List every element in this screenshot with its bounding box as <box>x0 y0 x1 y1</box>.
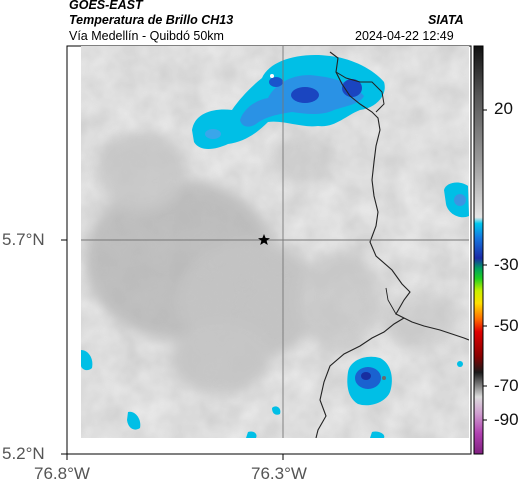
institution-label: SIATA <box>428 13 464 27</box>
lat-tick-label: 5.7°N <box>2 230 45 249</box>
lon-tick-label: 76.3°W <box>251 464 307 483</box>
colorbar <box>474 46 483 454</box>
border-line <box>329 51 469 341</box>
satellite-source: GOES-EAST <box>69 0 143 12</box>
cold-cloud-north <box>192 54 385 149</box>
cold-cloud-southeast <box>347 356 392 406</box>
colorbar-tick-label: -50 <box>494 316 519 335</box>
lon-tick-label: 76.8°W <box>34 464 90 483</box>
lat-tick-label: 5.2°N <box>2 444 45 463</box>
star-location-marker <box>258 234 270 245</box>
satellite-image <box>81 46 469 438</box>
colorbar-tick-label: -30 <box>494 255 519 274</box>
product-title: Temperatura de Brillo CH13 <box>69 13 234 27</box>
colorbar-tick-label: -90 <box>494 410 519 429</box>
timestamp: 2024-04-22 12:49 <box>355 29 454 43</box>
region-subtitle: Vía Medellín - Quibdó 50km <box>69 29 224 43</box>
colorbar-tick-label: -70 <box>494 376 519 395</box>
colorbar-tick-label: 20 <box>494 99 513 118</box>
